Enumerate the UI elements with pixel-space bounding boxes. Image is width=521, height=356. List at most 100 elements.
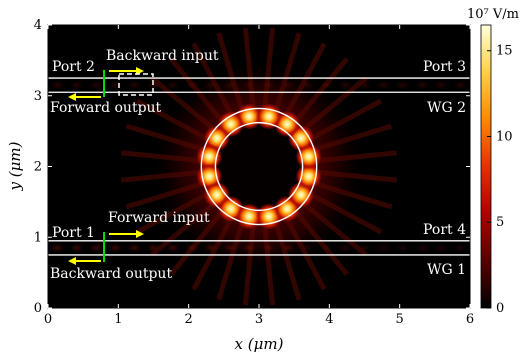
colorbar-gradient: [480, 24, 492, 309]
waveguide-field-spot: [451, 79, 470, 92]
waveguide-field-spot: [374, 241, 393, 254]
x-tick-label: 3: [255, 312, 263, 327]
waveguide-field-spot: [144, 79, 163, 92]
y-tick-label: 2: [34, 160, 42, 175]
waveguide-field-spot: [317, 79, 336, 92]
waveguide-field-spot: [240, 79, 259, 92]
colorbar-unit: 10⁷ V/m: [467, 7, 519, 22]
waveguide-field-spot: [202, 241, 221, 254]
backward-input-label: Backward input: [106, 48, 219, 64]
waveguide-field-spot: [48, 79, 67, 92]
y-tick-label: 3: [34, 89, 42, 104]
waveguide-field-spot: [67, 241, 86, 254]
ring-outer-edge: [200, 107, 318, 226]
backward-input-arrow: [109, 67, 144, 75]
radiation-spoke: [135, 98, 207, 140]
waveguide-field-spot: [317, 241, 336, 254]
waveguide-field-spot: [163, 241, 182, 254]
x-tick-label: 6: [466, 312, 474, 327]
colorbar-tick-label: 15: [496, 44, 513, 59]
radiation-spoke: [319, 169, 397, 183]
radiation-spoke: [125, 181, 202, 210]
ring-hotspot: [255, 103, 282, 130]
radiation-spoke: [125, 123, 202, 152]
backward-output-arrow: [68, 257, 101, 265]
waveguide-field-spot: [432, 79, 451, 92]
waveguide-field-spot: [240, 241, 259, 254]
axis-ticks: 0 1 2 3 4 5 6 0 1 2 3 4: [34, 18, 474, 327]
waveguide-field-spot: [182, 241, 201, 254]
colorbar-tick-label: 5: [496, 215, 504, 230]
radiation-spoke: [216, 32, 244, 109]
radiation-spoke: [311, 193, 383, 235]
radiation-spoke: [135, 193, 207, 235]
y-tick-label: 1: [34, 230, 42, 245]
colorbar-tick-label: 10: [496, 129, 513, 144]
waveguide-field-spot: [413, 79, 432, 92]
radiation-spoke: [274, 224, 302, 301]
radiation-spoke: [262, 27, 276, 107]
waveguide-field-spot: [182, 79, 201, 92]
waveguide-field-spot: [221, 241, 240, 254]
waveguide-field-spot: [125, 79, 144, 92]
waveguide-field-spot: [67, 79, 86, 92]
radiation-spoke: [242, 226, 256, 306]
x-tick-label: 5: [396, 312, 404, 327]
waveguide-field-spot: [202, 79, 221, 92]
radiation-spoke: [242, 27, 256, 107]
waveguide-field-spot: [259, 241, 278, 254]
waveguide-layer: [48, 77, 470, 256]
y-tick-label: 0: [34, 301, 42, 316]
waveguide-field-spot: [259, 79, 278, 92]
waveguide-field-spot: [393, 79, 412, 92]
waveguide-field-spot: [106, 241, 125, 254]
radiation-spoke: [121, 169, 199, 183]
waveguide-field-spot: [355, 241, 374, 254]
annotations: Port 2 Port 3 Port 1 Port 4 WG 2 WG 1 Ba…: [50, 48, 466, 282]
ring-inner-region: [216, 123, 302, 210]
waveguide-field-spot: [48, 241, 67, 254]
backward-output-label: Backward output: [50, 266, 172, 282]
radiation-spoke: [121, 150, 199, 164]
waveguide-field-spot: [221, 79, 240, 92]
monitor-box: [118, 73, 154, 96]
waveguide-field-spot: [336, 79, 355, 92]
waveguide-field-spot: [106, 79, 125, 92]
waveguide-field-spot: [125, 241, 144, 254]
x-tick-label: 0: [44, 312, 52, 327]
waveguide-field-spot: [163, 79, 182, 92]
waveguide-field-spot: [374, 79, 393, 92]
y-axis-label: y (μm): [6, 141, 24, 191]
radiation-spoke: [262, 226, 276, 306]
waveguide-field-spot: [86, 79, 105, 92]
port2-label: Port 2: [52, 59, 95, 75]
radiation-spoke: [216, 224, 244, 301]
waveguide-field-spot: [393, 241, 412, 254]
waveguide-field-spot: [451, 241, 470, 254]
x-axis-label: x (μm): [235, 335, 284, 353]
x-tick-label: 4: [325, 312, 333, 327]
colorbar: 10⁷ V/m 0 5 10 15: [467, 7, 519, 316]
waveguide-field-spot: [278, 79, 297, 92]
radiation-spoke: [316, 181, 393, 210]
radiation-spoke: [316, 123, 393, 152]
forward-output-arrow: [68, 93, 101, 101]
forward-output-label: Forward output: [50, 100, 162, 116]
radiation-spoke: [274, 32, 302, 109]
radiation-spoke: [319, 150, 397, 164]
colorbar-ticks: 0 5 10 15: [487, 44, 513, 316]
forward-input-arrow: [109, 230, 144, 238]
colorbar-tick-label: 0: [496, 301, 504, 316]
wg1-label: WG 1: [427, 262, 466, 278]
waveguide-field-spot: [355, 79, 374, 92]
field-layer: [121, 27, 397, 306]
waveguide-field-spot: [336, 241, 355, 254]
x-tick-label: 1: [114, 312, 122, 327]
waveguide-field-spot: [413, 241, 432, 254]
waveguide-field-spot: [278, 241, 297, 254]
waveguide-field-spot: [297, 79, 316, 92]
wg2-label: WG 2: [427, 100, 466, 116]
forward-input-label: Forward input: [108, 210, 210, 226]
y-tick-label: 4: [34, 18, 42, 33]
